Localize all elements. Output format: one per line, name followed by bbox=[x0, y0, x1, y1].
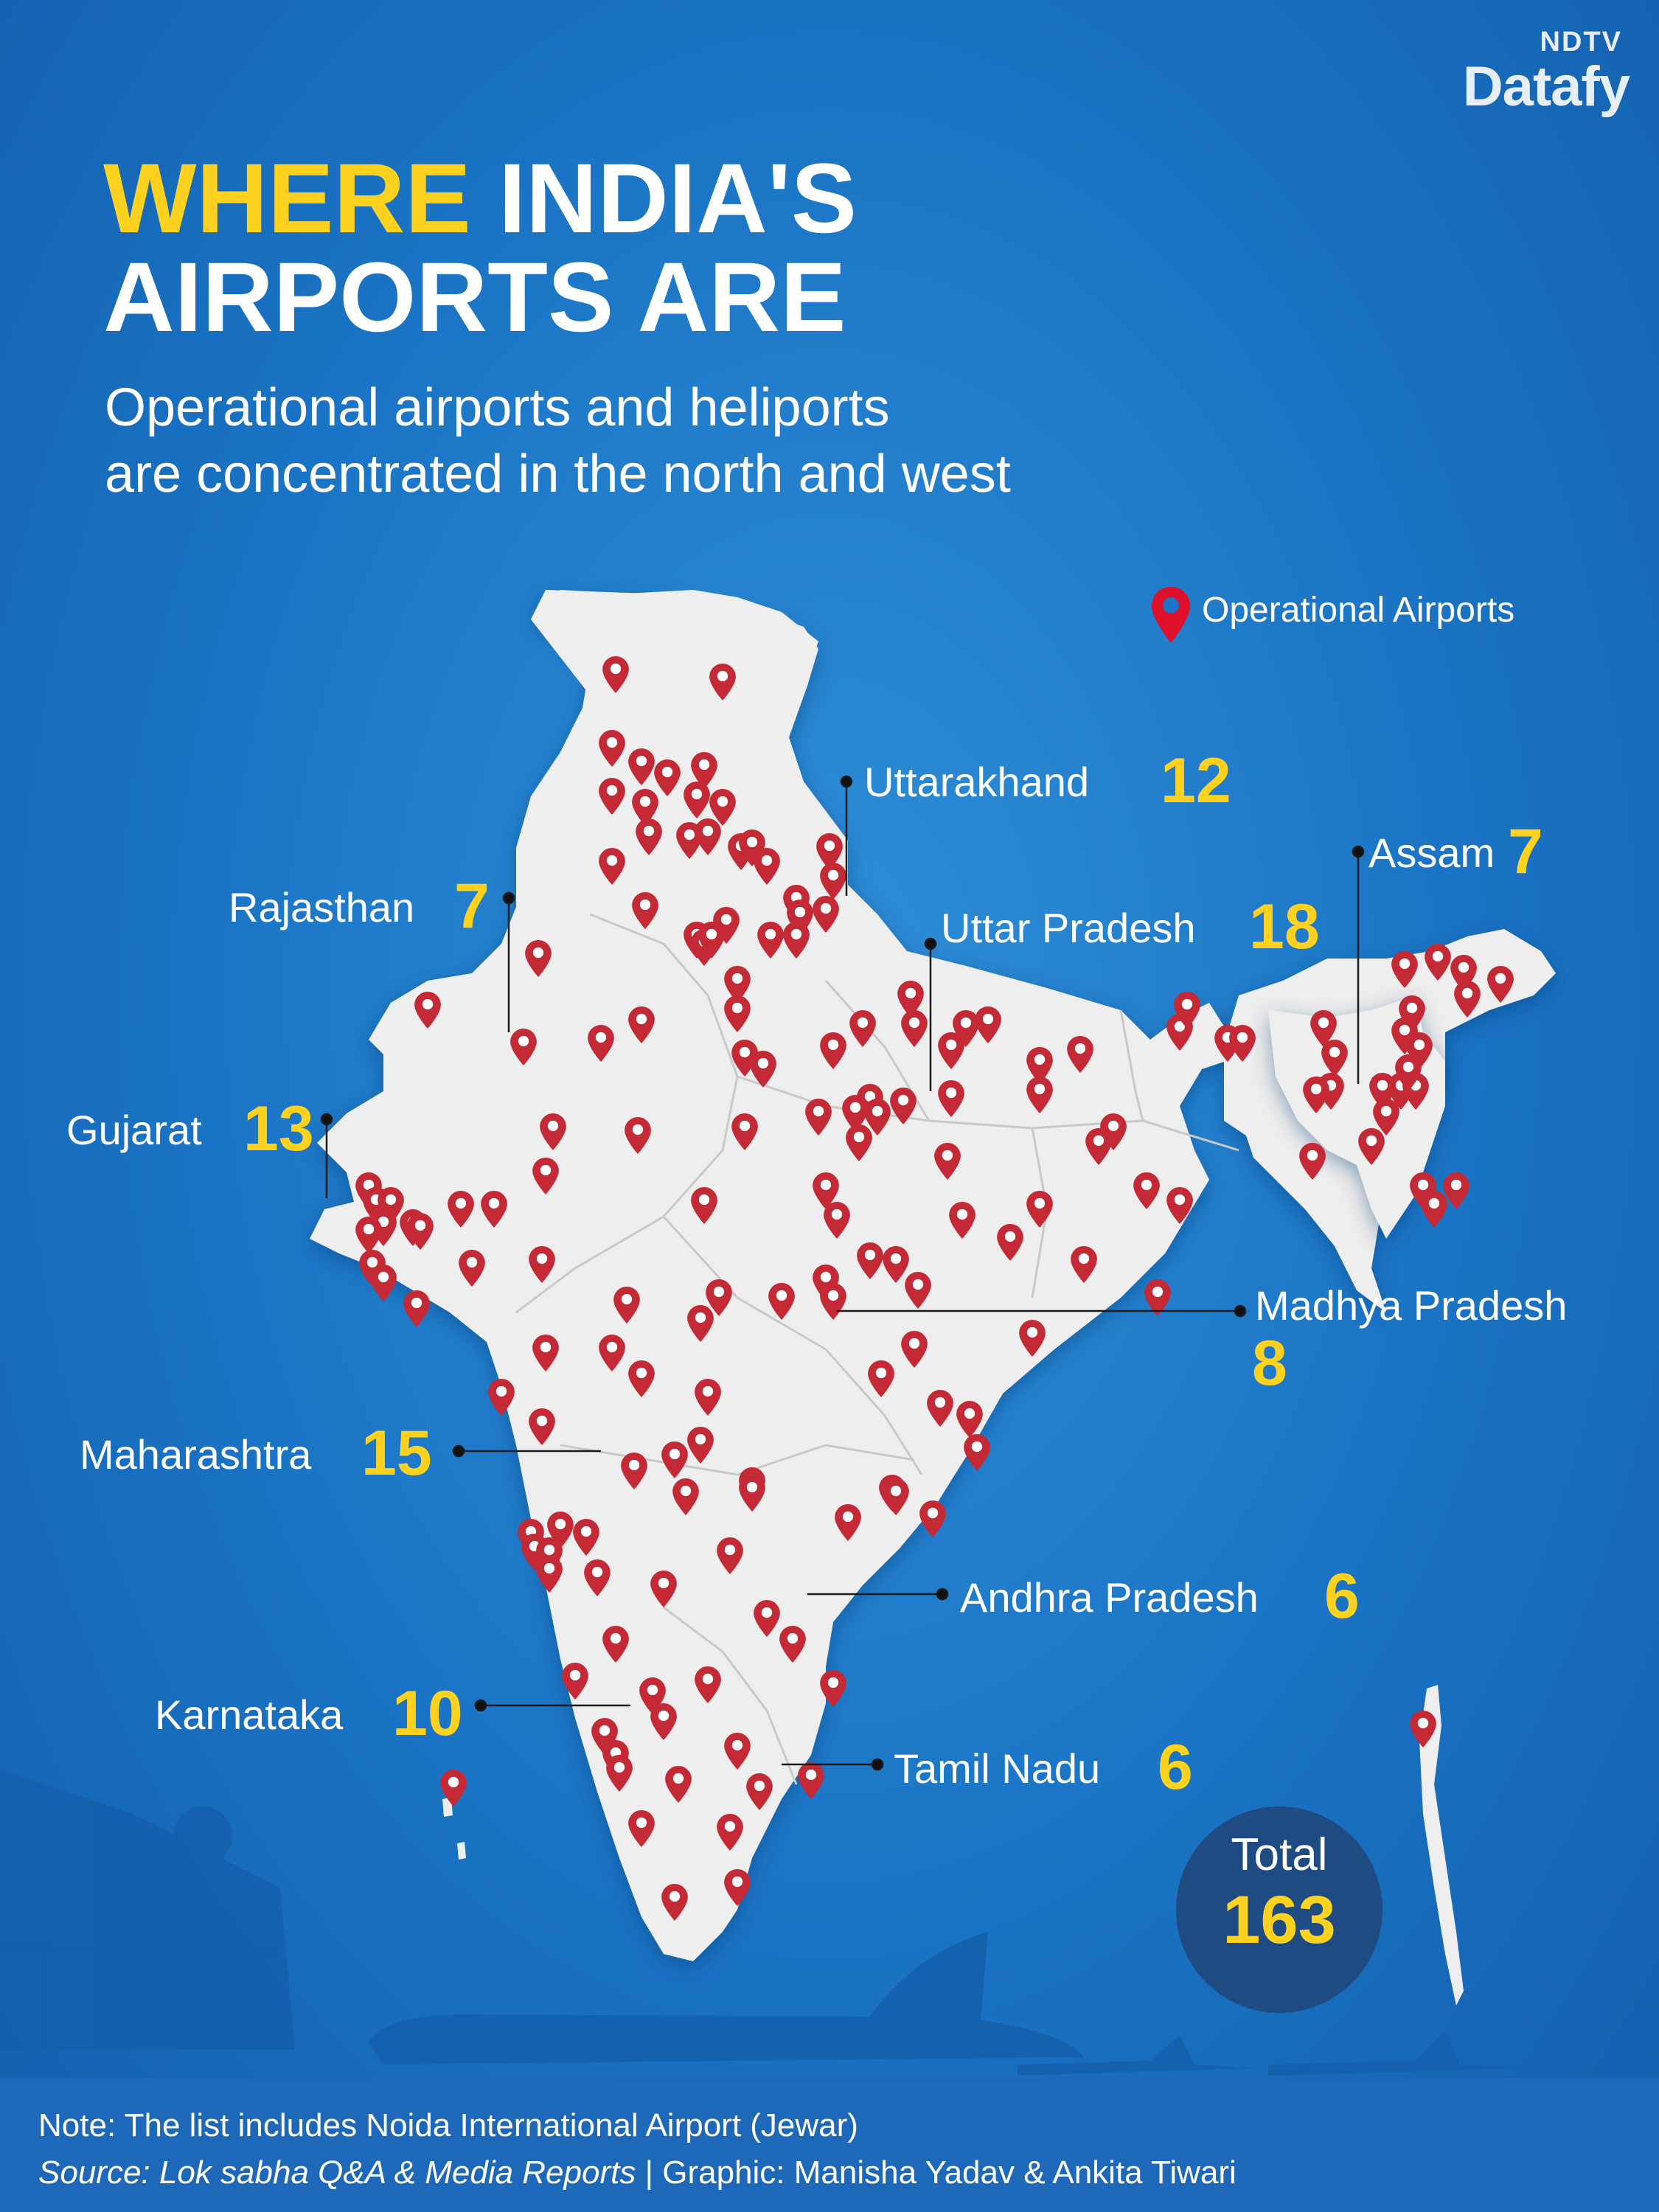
footer-credit: | Graphic: Manisha Yadav & Ankita Tiwari bbox=[636, 2154, 1237, 2191]
subtitle-line-2: are concentrated in the north and west bbox=[105, 445, 1011, 504]
state-count-karnataka: 10 bbox=[392, 1678, 463, 1749]
state-count-maharashtra: 15 bbox=[361, 1418, 432, 1489]
state-count-uttar-pradesh: 18 bbox=[1249, 891, 1320, 962]
state-count-andhra-pradesh: 6 bbox=[1324, 1561, 1360, 1632]
state-name-maharashtra: Maharashtra bbox=[80, 1431, 312, 1478]
state-name-gujarat: Gujarat bbox=[66, 1107, 202, 1153]
airplane-silhouette bbox=[369, 1932, 1084, 2065]
state-count-rajasthan: 7 bbox=[454, 871, 490, 942]
title-rest: INDIA'S bbox=[498, 144, 858, 254]
andaman-islands bbox=[1419, 1685, 1464, 2006]
india-north-region bbox=[531, 590, 818, 715]
state-name-andhra-pradesh: Andhra Pradesh bbox=[960, 1574, 1259, 1621]
state-name-assam: Assam bbox=[1368, 830, 1495, 876]
state-name-rajasthan: Rajasthan bbox=[229, 884, 415, 931]
state-name-karnataka: Karnataka bbox=[155, 1691, 344, 1738]
india-northeast bbox=[1268, 995, 1445, 1239]
state-count-uttarakhand: 12 bbox=[1161, 745, 1231, 816]
state-count-tamil-nadu: 6 bbox=[1158, 1732, 1193, 1803]
footer-note: Note: The list includes Noida Internatio… bbox=[38, 2107, 858, 2143]
subtitle-line-1: Operational airports and heliports bbox=[105, 378, 890, 437]
india-mainland bbox=[310, 590, 1556, 1961]
state-count-assam: 7 bbox=[1508, 816, 1543, 887]
legend-label: Operational Airports bbox=[1202, 591, 1515, 630]
title-line-2: AIRPORTS ARE bbox=[103, 243, 846, 352]
total-value: 163 bbox=[1222, 1882, 1336, 1958]
legend-marker bbox=[1152, 587, 1190, 643]
state-name-madhya-pradesh: Madhya Pradesh bbox=[1255, 1282, 1568, 1329]
state-name-uttar-pradesh: Uttar Pradesh bbox=[941, 905, 1196, 951]
total-label: Total bbox=[1231, 1829, 1328, 1880]
brand-datafy: Datafy bbox=[1462, 55, 1630, 118]
state-count-madhya-pradesh: 8 bbox=[1252, 1328, 1287, 1399]
footer-source: Source: Lok sabha Q&A & Media Reports | … bbox=[38, 2154, 1237, 2191]
lakshadweep-islands bbox=[442, 1798, 466, 1860]
footer-source-italic: Source: Lok sabha Q&A & Media Reports bbox=[38, 2154, 636, 2191]
state-count-gujarat: 13 bbox=[243, 1093, 314, 1164]
footer-bar bbox=[0, 2078, 1659, 2212]
state-name-uttarakhand: Uttarakhand bbox=[864, 759, 1090, 805]
total-badge bbox=[1176, 1806, 1382, 2013]
terminal-building-silhouette bbox=[0, 1770, 295, 2050]
state-name-tamil-nadu: Tamil Nadu bbox=[894, 1745, 1101, 1792]
title-highlight: WHERE bbox=[103, 144, 471, 254]
map-pin-icon bbox=[1152, 587, 1190, 643]
state-borders bbox=[515, 913, 1239, 1785]
title-line-1: WHERE INDIA'S bbox=[103, 147, 1135, 251]
brand-ndtv: NDTV bbox=[1540, 27, 1622, 58]
